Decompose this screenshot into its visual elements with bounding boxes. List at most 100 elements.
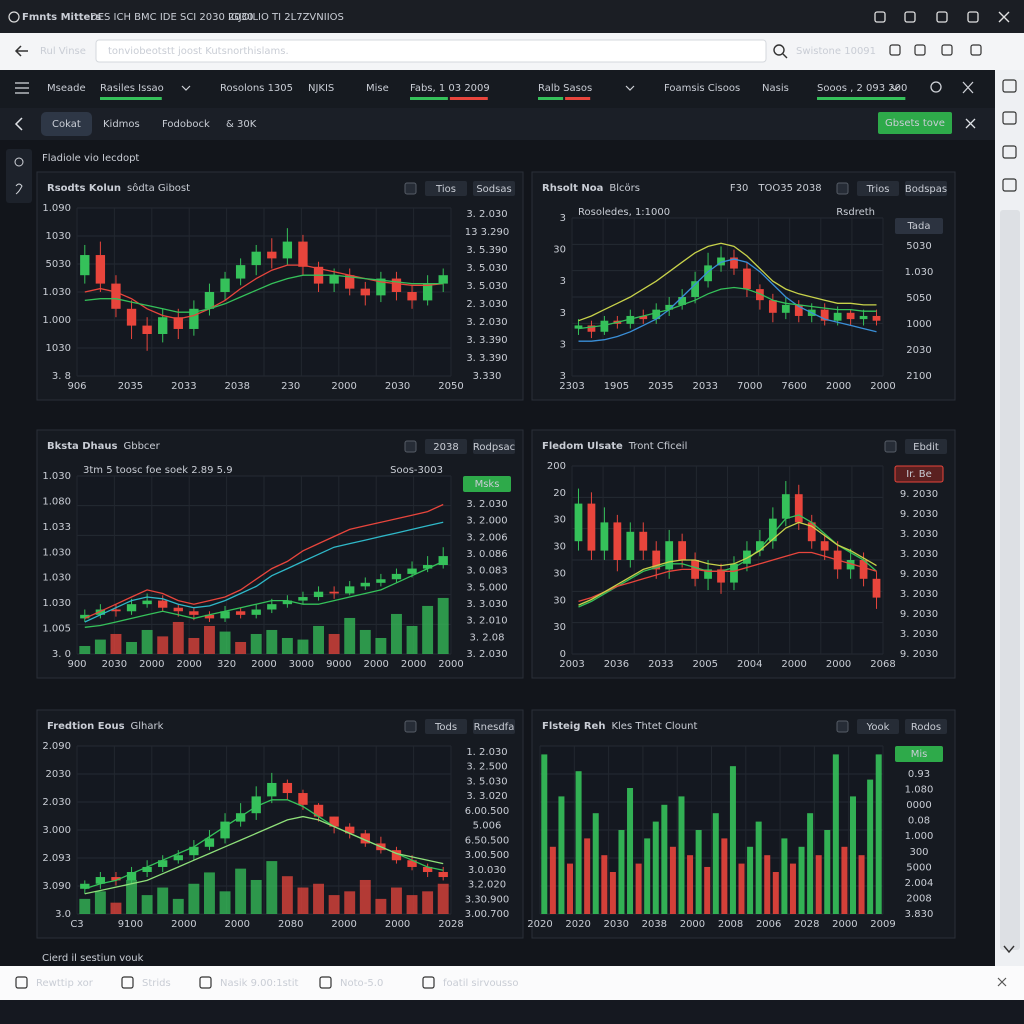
volume-bar bbox=[344, 891, 356, 914]
panel-icon[interactable] bbox=[404, 182, 417, 195]
taskbar-item[interactable]: Noto-5.0 bbox=[340, 978, 383, 989]
tab-back[interactable] bbox=[14, 117, 23, 131]
toolbar-item[interactable]: Rosolons 1305 bbox=[220, 83, 293, 94]
panel-button-label[interactable]: Tods bbox=[434, 722, 457, 733]
panel-button[interactable] bbox=[473, 439, 515, 454]
toolbar-tool[interactable] bbox=[962, 81, 974, 94]
tabs-close[interactable] bbox=[965, 118, 976, 129]
volume-bar bbox=[695, 830, 702, 914]
panel-button-label[interactable]: Rnesdfa bbox=[474, 722, 515, 733]
panel-button[interactable] bbox=[905, 719, 947, 734]
toolbar-search[interactable] bbox=[930, 81, 942, 93]
toolbar-item[interactable]: Rasiles Issao bbox=[100, 83, 164, 94]
taskbar-icon[interactable] bbox=[199, 976, 212, 989]
taskbar-item[interactable]: Rewttip xor bbox=[36, 978, 94, 989]
panel-button[interactable] bbox=[905, 181, 947, 196]
volume-bar bbox=[858, 855, 865, 914]
toolbar-item[interactable]: Mseade bbox=[47, 83, 86, 94]
taskbar-expand[interactable] bbox=[997, 977, 1007, 987]
search-text[interactable]: Swistone 10091 bbox=[796, 46, 876, 57]
panel-icon[interactable] bbox=[404, 440, 417, 453]
panel-button[interactable] bbox=[905, 439, 947, 454]
window-button[interactable] bbox=[936, 11, 948, 23]
panel-button-label[interactable]: Yook bbox=[866, 722, 890, 733]
toolbar-item[interactable]: Ralb Sasos bbox=[538, 83, 592, 94]
dropdown-caret[interactable] bbox=[890, 85, 900, 91]
panel-button[interactable] bbox=[857, 719, 899, 734]
side-icon[interactable] bbox=[1002, 79, 1017, 93]
candle-body bbox=[329, 816, 339, 827]
y-tick-label: 1.080 bbox=[42, 496, 71, 507]
panel-icon[interactable] bbox=[404, 720, 417, 733]
close-window[interactable] bbox=[998, 11, 1010, 23]
panel-button[interactable] bbox=[425, 719, 467, 734]
action-button[interactable] bbox=[878, 112, 952, 134]
left-tool[interactable] bbox=[15, 183, 23, 195]
panel-button[interactable] bbox=[857, 181, 899, 196]
plot-info: Rsdreth bbox=[836, 207, 875, 218]
left-tool[interactable] bbox=[14, 157, 24, 167]
toolbar-item[interactable]: Mise bbox=[366, 83, 389, 94]
window-button[interactable] bbox=[874, 11, 886, 23]
price-label: 3. 2030 bbox=[900, 529, 938, 540]
panel-button[interactable] bbox=[425, 181, 467, 196]
tab[interactable]: & 30K bbox=[226, 119, 257, 130]
tab[interactable]: Kidmos bbox=[103, 119, 140, 130]
tab[interactable]: Cokat bbox=[52, 119, 81, 130]
x-tick-label: 2004 bbox=[737, 659, 762, 670]
window-button[interactable] bbox=[967, 11, 979, 23]
tab[interactable]: Fodobock bbox=[162, 119, 210, 130]
moving-average bbox=[84, 521, 444, 623]
panel-button-label[interactable]: Sodsas bbox=[476, 184, 511, 195]
back-arrow[interactable] bbox=[14, 45, 28, 57]
panel-button-label[interactable]: Tios bbox=[435, 184, 456, 195]
dropdown-caret[interactable] bbox=[625, 85, 635, 91]
panel-button-label[interactable]: Ebdit bbox=[913, 442, 939, 453]
panel-icon[interactable] bbox=[836, 720, 849, 733]
side-icon[interactable] bbox=[1002, 145, 1017, 159]
taskbar-icon[interactable] bbox=[15, 976, 28, 989]
volume-bar bbox=[669, 846, 676, 914]
taskbar-item[interactable]: Strids bbox=[142, 978, 171, 989]
volume-bar bbox=[110, 902, 122, 914]
browser-icon[interactable] bbox=[889, 44, 901, 56]
toolbar-item[interactable]: NJKIS bbox=[308, 83, 334, 94]
action-label[interactable]: Gbsets tove bbox=[885, 118, 945, 129]
panel-button-label[interactable]: 2038 bbox=[433, 442, 458, 453]
panel-icon[interactable] bbox=[884, 440, 897, 453]
panel-button[interactable] bbox=[473, 719, 515, 734]
plot-info: 3tm 5 toosc foe soek 2.89 5.9 bbox=[83, 465, 233, 476]
price-label: 9. 2030 bbox=[900, 509, 938, 520]
taskbar-item[interactable]: foatil sirvousso bbox=[443, 978, 518, 989]
volume-bar bbox=[297, 887, 309, 914]
toolbar-item[interactable]: Fabs, 1 03 2009 bbox=[410, 83, 490, 94]
x-tick-label: 2038 bbox=[225, 381, 250, 392]
window-button[interactable] bbox=[904, 11, 916, 23]
taskbar-icon[interactable] bbox=[422, 976, 435, 989]
taskbar-icon[interactable] bbox=[319, 976, 332, 989]
toolbar-item[interactable]: Nasis bbox=[762, 83, 789, 94]
footer-note: Cierd il sestiun vouk bbox=[42, 953, 144, 964]
browser-icon[interactable] bbox=[941, 44, 953, 56]
taskbar-icon[interactable] bbox=[121, 976, 134, 989]
browser-icon[interactable] bbox=[914, 44, 926, 56]
panel-icon[interactable] bbox=[836, 182, 849, 195]
panel-button-label[interactable]: Rodpsac bbox=[473, 442, 515, 453]
x-tick-label: 9000 bbox=[326, 659, 351, 670]
dropdown-caret[interactable] bbox=[181, 85, 191, 91]
panel-button-label[interactable]: Rodos bbox=[911, 722, 941, 733]
side-icon[interactable] bbox=[1002, 111, 1017, 125]
taskbar-item[interactable]: Nasik 9.00:1stit bbox=[220, 978, 298, 989]
panel-button-label[interactable]: Bodspas bbox=[905, 184, 947, 195]
toolbar-item[interactable]: Sooos , 2 093 200 bbox=[817, 83, 907, 94]
panel-button[interactable] bbox=[425, 439, 467, 454]
scroll-down[interactable] bbox=[1003, 945, 1015, 954]
panel-button[interactable] bbox=[473, 181, 515, 196]
volume-bar bbox=[738, 863, 745, 914]
browser-icon[interactable] bbox=[970, 44, 982, 56]
url-field[interactable] bbox=[95, 39, 767, 63]
panel-button-label[interactable]: Trios bbox=[866, 184, 890, 195]
volume-bar bbox=[807, 813, 814, 914]
toolbar-item[interactable]: Foamsis Cisoos bbox=[664, 83, 740, 94]
side-icon[interactable] bbox=[1002, 178, 1017, 192]
